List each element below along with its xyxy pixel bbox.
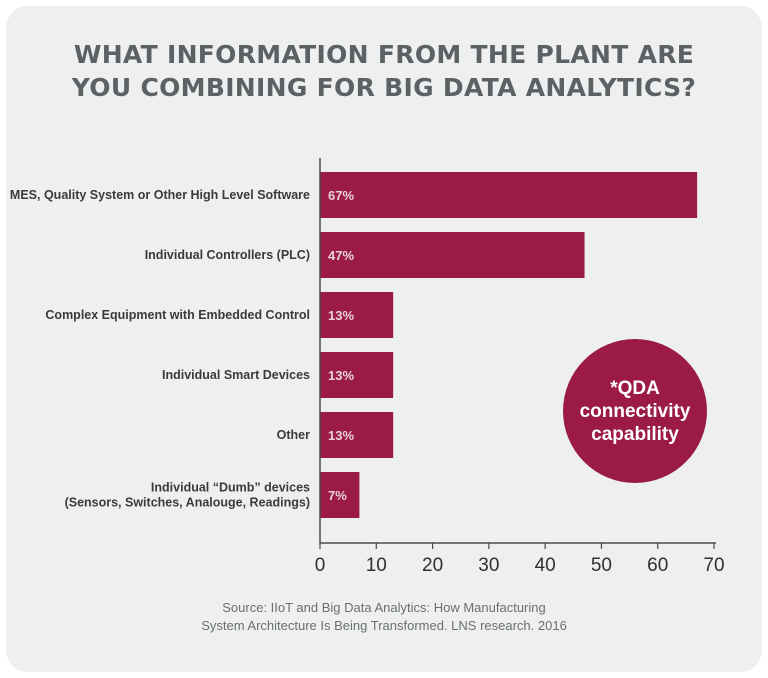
category-label-3: Individual Smart Devices (162, 368, 310, 382)
x-tick-label-0: 0 (315, 555, 326, 576)
data-label-1: 47% (328, 248, 354, 263)
bar-2 (320, 292, 394, 338)
data-label-0: 67% (328, 188, 354, 203)
bar-3 (320, 352, 394, 398)
bar-4 (320, 412, 394, 458)
qda-badge-text: *QDA connectivity capability (575, 377, 695, 446)
x-tick-label-1: 10 (366, 555, 387, 576)
qda-badge-line-2: connectivity (579, 400, 691, 422)
chart-title: WHAT INFORMATION FROM THE PLANT ARE YOU … (0, 38, 768, 104)
qda-badge: *QDA connectivity capability (563, 339, 707, 483)
qda-badge-line-3: capability (591, 423, 679, 445)
source-line-2: System Architecture Is Being Transformed… (201, 618, 567, 633)
x-tick-label-2: 20 (422, 555, 443, 576)
data-label-3: 13% (328, 368, 354, 383)
data-label-2: 13% (328, 308, 354, 323)
source-line-1: Source: IIoT and Big Data Analytics: How… (222, 600, 546, 615)
category-label-4: Other (277, 428, 310, 442)
category-label-2: Complex Equipment with Embedded Control (45, 308, 310, 322)
category-label-5-0: Individual “Dumb” devices (151, 481, 310, 495)
chart-title-line-1: WHAT INFORMATION FROM THE PLANT ARE (73, 40, 695, 69)
data-label-5: 7% (328, 488, 347, 503)
x-tick-label-4: 40 (535, 555, 556, 576)
x-tick-label-3: 30 (478, 555, 499, 576)
category-label-1: Individual Controllers (PLC) (145, 248, 310, 262)
x-tick-label-5: 50 (591, 555, 612, 576)
bar-0 (320, 172, 698, 218)
category-label-5-1: (Sensors, Switches, Analouge, Readings) (65, 496, 310, 510)
source-note: Source: IIoT and Big Data Analytics: How… (0, 599, 768, 635)
data-label-4: 13% (328, 428, 354, 443)
x-tick-label-6: 60 (647, 555, 668, 576)
x-tick-label-7: 70 (703, 555, 724, 576)
bar-5 (320, 472, 360, 518)
category-label-0: MES, Quality System or Other High Level … (10, 188, 310, 202)
bar-1 (320, 232, 585, 278)
qda-badge-line-1: *QDA (610, 377, 660, 399)
chart-title-line-2: YOU COMBINING FOR BIG DATA ANALYTICS? (71, 73, 697, 102)
